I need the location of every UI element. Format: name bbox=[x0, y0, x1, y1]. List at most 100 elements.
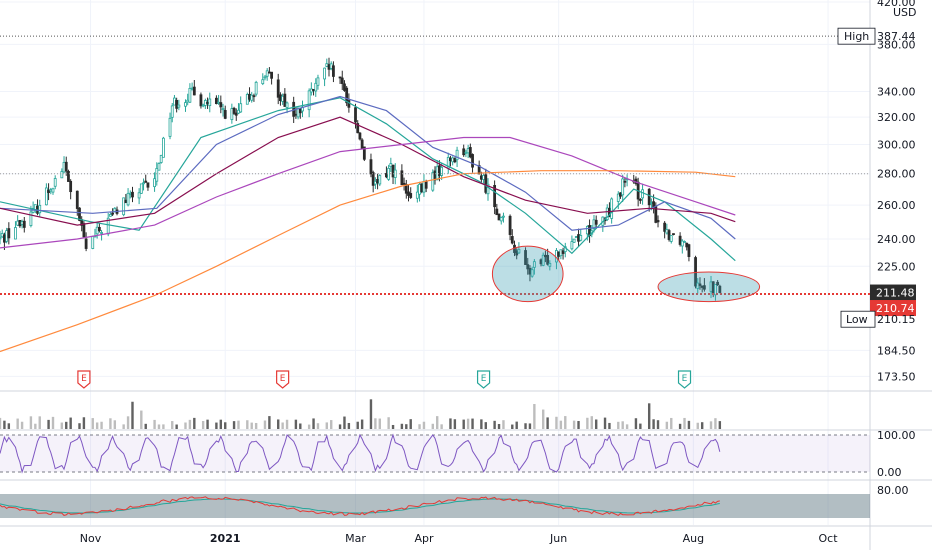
high-label-box bbox=[837, 27, 876, 45]
volume-bar bbox=[502, 420, 505, 429]
volume-bar bbox=[391, 424, 395, 429]
earnings-badge bbox=[77, 370, 91, 389]
volume-bar bbox=[572, 420, 576, 429]
volume-bar bbox=[325, 422, 329, 429]
volume-bar bbox=[312, 418, 315, 429]
candle-body bbox=[276, 79, 280, 98]
candle-body bbox=[656, 220, 660, 223]
candle-body bbox=[82, 223, 86, 238]
volume-bar bbox=[387, 417, 390, 429]
candle-body bbox=[343, 83, 346, 91]
volume-bar bbox=[38, 416, 41, 429]
candle-body bbox=[261, 79, 265, 85]
candle-body bbox=[431, 172, 435, 191]
volume-bar bbox=[656, 420, 660, 429]
volume-bar bbox=[440, 424, 443, 429]
candle-body bbox=[358, 132, 362, 140]
earnings-badge bbox=[276, 370, 290, 389]
earnings-letter: E bbox=[682, 374, 688, 384]
candle-body bbox=[5, 230, 9, 242]
volume-bar bbox=[608, 422, 611, 429]
candle-body bbox=[109, 214, 112, 217]
candle-body bbox=[285, 102, 289, 108]
rsi-line bbox=[0, 433, 721, 474]
candle-body bbox=[91, 235, 95, 249]
candle-body bbox=[378, 175, 382, 185]
time-tick-label: Apr bbox=[414, 532, 434, 545]
candle-body bbox=[67, 171, 70, 182]
candle-body bbox=[616, 193, 620, 202]
candle-body bbox=[33, 204, 37, 210]
price-axis[interactable]: 420.00 380.00 340.00 320.00 300.00 280.00 260.… bbox=[837, 0, 917, 497]
volume-bar bbox=[126, 416, 130, 429]
high-label: High 387.44 bbox=[837, 27, 916, 45]
volume-bar bbox=[564, 416, 567, 429]
candle-body bbox=[468, 147, 472, 158]
volume-bar bbox=[436, 416, 439, 429]
price-tick-label: 300.00 bbox=[877, 138, 916, 151]
candle-body bbox=[702, 285, 706, 290]
volume-bar bbox=[95, 422, 99, 429]
volume-bar bbox=[400, 423, 404, 429]
volume-bar bbox=[250, 422, 253, 429]
candle-body bbox=[137, 192, 141, 199]
candle-body bbox=[124, 199, 128, 204]
volume-bar bbox=[652, 419, 655, 429]
candle-body bbox=[168, 117, 172, 137]
price-tick-label: 380.00 bbox=[877, 38, 916, 51]
candle-body bbox=[49, 189, 53, 192]
time-axis[interactable]: Nov 2021 Mar Apr Jun Aug Oct bbox=[80, 532, 838, 545]
rsi-panel[interactable] bbox=[0, 433, 870, 474]
volume-bar bbox=[219, 419, 223, 429]
last-price-label: 211.48 bbox=[876, 287, 915, 300]
candle-body bbox=[338, 76, 342, 79]
candle-body bbox=[694, 257, 697, 287]
volume-bar bbox=[171, 421, 174, 429]
volume-bar bbox=[418, 424, 421, 429]
candle-body bbox=[497, 213, 501, 221]
candle-body bbox=[234, 112, 238, 116]
candle-body bbox=[146, 182, 150, 188]
candle-body bbox=[641, 189, 644, 199]
volume-bar bbox=[0, 417, 2, 429]
earnings-badge bbox=[677, 370, 692, 389]
candle-body bbox=[508, 215, 512, 235]
oscillator-panel[interactable] bbox=[0, 494, 870, 518]
volume-bar bbox=[224, 422, 227, 429]
volume-bar bbox=[263, 420, 267, 429]
candle-body bbox=[391, 164, 395, 178]
volume-panel[interactable] bbox=[0, 399, 722, 429]
candle-body bbox=[177, 104, 181, 108]
volume-bar bbox=[347, 422, 351, 429]
volume-bar bbox=[590, 416, 593, 429]
candle-body bbox=[144, 180, 148, 183]
volume-bar bbox=[683, 417, 686, 429]
candle-body bbox=[323, 67, 326, 80]
candle-body bbox=[122, 197, 126, 216]
candle-body bbox=[685, 242, 689, 248]
volume-bar bbox=[678, 423, 682, 429]
candle-body bbox=[131, 191, 134, 198]
candle-body bbox=[232, 107, 236, 114]
candle-body bbox=[680, 240, 684, 247]
volume-bar bbox=[528, 423, 532, 429]
candle-body bbox=[75, 190, 79, 209]
candle-body bbox=[373, 180, 377, 185]
time-tick-label: 2021 bbox=[210, 532, 241, 545]
candle-body bbox=[585, 226, 589, 235]
candle-body bbox=[327, 64, 331, 70]
candle-body bbox=[577, 234, 580, 242]
volume-bar bbox=[162, 424, 165, 429]
candle-body bbox=[376, 179, 379, 184]
volume-bar bbox=[29, 416, 33, 429]
price-tick-label: 240.00 bbox=[877, 233, 916, 246]
candle-body bbox=[44, 187, 48, 206]
candle-body bbox=[175, 99, 179, 109]
candle-body bbox=[263, 76, 267, 79]
candle-body bbox=[400, 170, 404, 186]
volume-bar bbox=[316, 423, 320, 429]
price-tick-label: 320.00 bbox=[877, 111, 916, 124]
